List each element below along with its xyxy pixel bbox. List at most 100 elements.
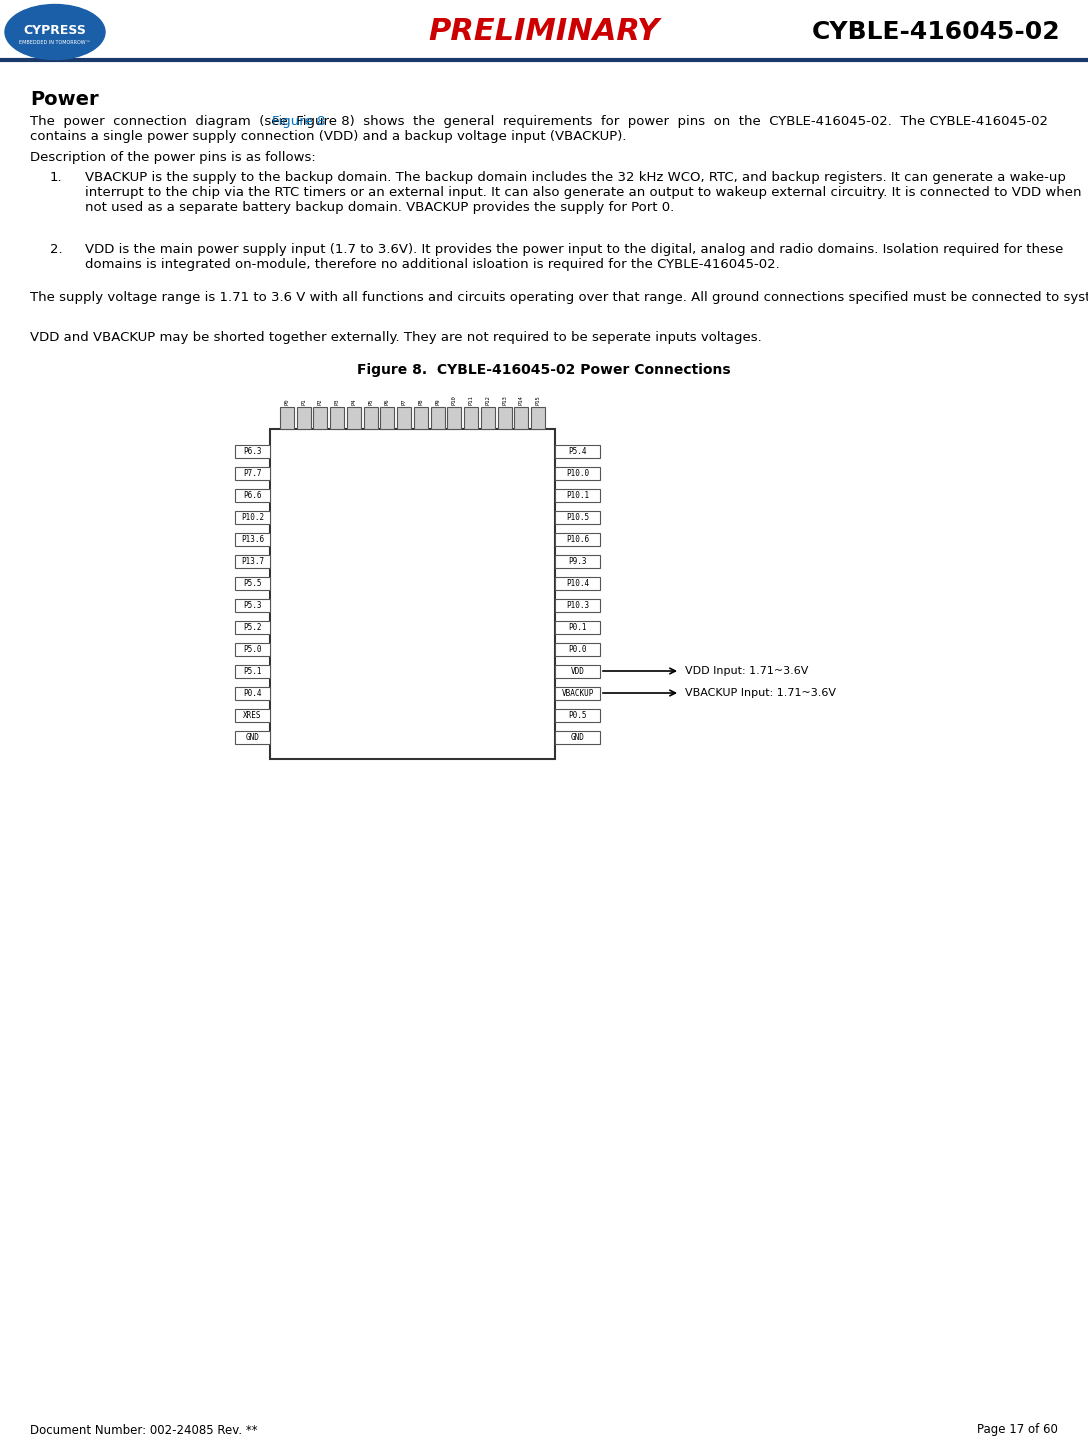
Bar (235, 511, 270, 524)
Bar (297, 407, 310, 429)
Text: XRES: XRES (244, 711, 262, 720)
Bar (397, 407, 411, 429)
Bar (235, 730, 270, 743)
Text: VBACKUP is the supply to the backup domain. The backup domain includes the 32 kH: VBACKUP is the supply to the backup doma… (85, 171, 1081, 214)
Ellipse shape (5, 4, 106, 59)
Text: 2.: 2. (50, 243, 63, 256)
Bar (347, 407, 361, 429)
Bar (235, 598, 270, 611)
Text: P13: P13 (503, 395, 507, 405)
Bar (431, 407, 445, 429)
Bar (381, 407, 394, 429)
Bar (531, 407, 545, 429)
Text: P10.5: P10.5 (566, 513, 589, 521)
Text: P9: P9 (435, 398, 441, 405)
Text: P0.1: P0.1 (568, 623, 586, 631)
Text: P7.7: P7.7 (244, 469, 262, 478)
Bar (235, 533, 270, 546)
Bar (235, 488, 270, 501)
Text: P12: P12 (485, 395, 491, 405)
Text: Figure 8.  CYBLE-416045-02 Power Connections: Figure 8. CYBLE-416045-02 Power Connecti… (357, 363, 731, 376)
Bar (280, 407, 294, 429)
Text: P5.2: P5.2 (244, 623, 262, 631)
Text: P7: P7 (401, 398, 407, 405)
Text: VBACKUP: VBACKUP (561, 688, 594, 698)
Bar (555, 598, 599, 611)
Text: Figure 8: Figure 8 (272, 114, 325, 127)
Text: Page 17 of 60: Page 17 of 60 (977, 1423, 1058, 1436)
Text: P4: P4 (351, 398, 357, 405)
Bar (555, 576, 599, 589)
Text: CYPRESS: CYPRESS (24, 23, 86, 36)
Text: 1.: 1. (50, 171, 63, 184)
Text: P10.4: P10.4 (566, 579, 589, 588)
Text: P5.0: P5.0 (244, 644, 262, 653)
Text: P1: P1 (301, 398, 306, 405)
Text: P9.3: P9.3 (568, 556, 586, 566)
Text: P0.5: P0.5 (568, 711, 586, 720)
Bar (555, 533, 599, 546)
Bar (330, 407, 344, 429)
Text: P0.4: P0.4 (244, 688, 262, 698)
Text: GND: GND (570, 733, 584, 741)
Bar (555, 555, 599, 568)
Text: P13.7: P13.7 (240, 556, 264, 566)
Text: P5.5: P5.5 (244, 579, 262, 588)
Text: P11: P11 (469, 395, 473, 405)
Bar (235, 621, 270, 634)
Bar (515, 407, 529, 429)
Bar (235, 555, 270, 568)
Bar (465, 407, 479, 429)
Bar (235, 665, 270, 678)
Bar (555, 730, 599, 743)
Bar (235, 708, 270, 721)
Text: VDD: VDD (570, 666, 584, 676)
Text: VDD Input: 1.71~3.6V: VDD Input: 1.71~3.6V (685, 666, 808, 676)
Bar (413, 407, 428, 429)
Text: P5.1: P5.1 (244, 666, 262, 676)
Text: P10.2: P10.2 (240, 513, 264, 521)
Bar (555, 686, 599, 699)
Bar (555, 511, 599, 524)
Text: P0.0: P0.0 (568, 644, 586, 653)
Bar (555, 466, 599, 479)
Text: P10: P10 (452, 395, 457, 405)
Bar (555, 643, 599, 656)
Text: P5.3: P5.3 (244, 601, 262, 610)
Text: P5.4: P5.4 (568, 446, 586, 456)
Bar (447, 407, 461, 429)
Text: P6: P6 (385, 398, 390, 405)
Bar (235, 686, 270, 699)
Text: GND: GND (246, 733, 259, 741)
Text: Description of the power pins is as follows:: Description of the power pins is as foll… (30, 151, 316, 164)
Bar (555, 621, 599, 634)
Text: P0: P0 (284, 398, 289, 405)
Bar (235, 643, 270, 656)
Text: The supply voltage range is 1.71 to 3.6 V with all functions and circuits operat: The supply voltage range is 1.71 to 3.6 … (30, 291, 1088, 304)
Bar (555, 488, 599, 501)
Bar (235, 466, 270, 479)
Text: VBACKUP Input: 1.71~3.6V: VBACKUP Input: 1.71~3.6V (685, 688, 836, 698)
Text: P5: P5 (368, 398, 373, 405)
Text: P10.1: P10.1 (566, 491, 589, 500)
Text: The  power  connection  diagram  (see  Figure 8)  shows  the  general  requireme: The power connection diagram (see Figure… (30, 114, 1048, 143)
Text: PRELIMINARY: PRELIMINARY (429, 17, 659, 46)
Bar (481, 407, 495, 429)
Bar (235, 445, 270, 458)
Text: P10.6: P10.6 (566, 534, 589, 543)
Text: VDD is the main power supply input (1.7 to 3.6V). It provides the power input to: VDD is the main power supply input (1.7 … (85, 243, 1063, 271)
Text: P14: P14 (519, 395, 524, 405)
Text: P10.0: P10.0 (566, 469, 589, 478)
Text: P13.6: P13.6 (240, 534, 264, 543)
Bar (235, 576, 270, 589)
Bar (270, 429, 555, 759)
Text: P6.3: P6.3 (244, 446, 262, 456)
Text: VDD and VBACKUP may be shorted together externally. They are not required to be : VDD and VBACKUP may be shorted together … (30, 332, 762, 345)
Text: P15: P15 (535, 395, 541, 405)
Text: EMBEDDED IN TOMORROW™: EMBEDDED IN TOMORROW™ (20, 41, 90, 45)
Text: P6.6: P6.6 (244, 491, 262, 500)
Text: P2: P2 (318, 398, 323, 405)
Bar (555, 445, 599, 458)
Bar (555, 665, 599, 678)
Text: Document Number: 002-24085 Rev. **: Document Number: 002-24085 Rev. ** (30, 1423, 258, 1436)
